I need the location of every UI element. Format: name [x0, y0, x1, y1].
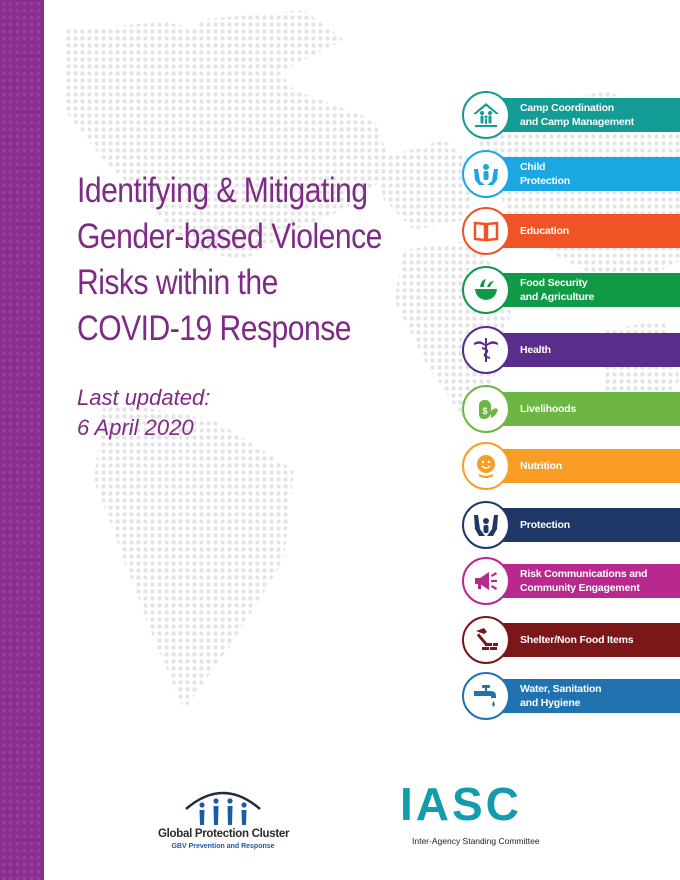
iasc-full-name: Inter-Agency Standing Committee: [412, 836, 540, 846]
shelter-hammer-icon: [462, 616, 510, 664]
sector-label: Water, Sanitation and Hygiene: [520, 683, 602, 709]
sector-bar: Child Protection: [486, 157, 680, 191]
iasc-logo: IASC Inter-Agency Standing Committee: [400, 778, 560, 855]
protection-hands-icon: [462, 501, 510, 549]
last-updated-date: 6 April 2020: [77, 415, 194, 440]
sector-label: Education: [520, 225, 569, 237]
sector-protection: Protection: [462, 501, 680, 549]
camp-icon: [462, 91, 510, 139]
sector-bar: Nutrition: [486, 449, 680, 483]
title-line: Risks within the: [77, 263, 278, 302]
sector-education: Education: [462, 207, 680, 255]
sector-bar: Camp Coordination and Camp Management: [486, 98, 680, 132]
sector-bar: Risk Communications and Community Engage…: [486, 564, 680, 598]
sector-label: Camp Coordination and Camp Management: [520, 102, 635, 128]
sector-label: Nutrition: [520, 460, 562, 472]
sector-bar: Education: [486, 214, 680, 248]
sector-label: Shelter/Non Food Items: [520, 634, 634, 646]
gpc-subtitle: GBV Prevention and Response: [171, 843, 275, 850]
sector-camp-coordination: Camp Coordination and Camp Management: [462, 91, 680, 139]
sector-bar: Water, Sanitation and Hygiene: [486, 679, 680, 713]
title-line: Gender-based Violence: [77, 217, 382, 256]
sector-label: Food Security and Agriculture: [520, 277, 595, 303]
education-book-icon: [462, 207, 510, 255]
last-updated-label: Last updated:: [77, 385, 211, 410]
livelihoods-money-icon: $: [462, 385, 510, 433]
water-tap-icon: [462, 672, 510, 720]
sector-risk-communications: Risk Communications and Community Engage…: [462, 557, 680, 605]
food-bowl-icon: [462, 266, 510, 314]
iasc-wordmark: IASC: [400, 778, 522, 830]
sector-child-protection: Child Protection: [462, 150, 680, 198]
sector-food-security: Food Security and Agriculture: [462, 266, 680, 314]
sector-wash: Water, Sanitation and Hygiene: [462, 672, 680, 720]
gpc-emblem-icon: [185, 791, 261, 825]
title-line: COVID-19 Response: [77, 309, 351, 348]
sector-label: Risk Communications and Community Engage…: [520, 568, 648, 594]
sector-shelter: Shelter/Non Food Items: [462, 616, 680, 664]
child-protection-icon: [462, 150, 510, 198]
sector-bar: Livelihoods: [486, 392, 680, 426]
side-color-band: [0, 0, 44, 880]
sector-label: Protection: [520, 519, 570, 531]
sector-bar: Shelter/Non Food Items: [486, 623, 680, 657]
sector-bar: Protection: [486, 508, 680, 542]
svg-text:$: $: [482, 406, 487, 416]
sector-health: Health: [462, 326, 680, 374]
sector-livelihoods: Livelihoods $: [462, 385, 680, 433]
sector-label: Livelihoods: [520, 403, 577, 415]
sector-label: Health: [520, 344, 551, 356]
megaphone-icon: [462, 557, 510, 605]
gpc-name: Global Protection Cluster: [158, 828, 290, 840]
sector-label: Child Protection: [520, 161, 570, 187]
nutrition-face-icon: [462, 442, 510, 490]
sector-nutrition: Nutrition: [462, 442, 680, 490]
title-line: Identifying & Mitigating: [77, 171, 368, 210]
sector-bar: Health: [486, 333, 680, 367]
sector-bar: Food Security and Agriculture: [486, 273, 680, 307]
last-updated: Last updated: 6 April 2020: [77, 383, 210, 443]
gpc-logo: Global Protection Cluster GBV Prevention…: [158, 781, 290, 861]
document-title: Identifying & Mitigating Gender-based Vi…: [77, 168, 404, 352]
caduceus-icon: [462, 326, 510, 374]
